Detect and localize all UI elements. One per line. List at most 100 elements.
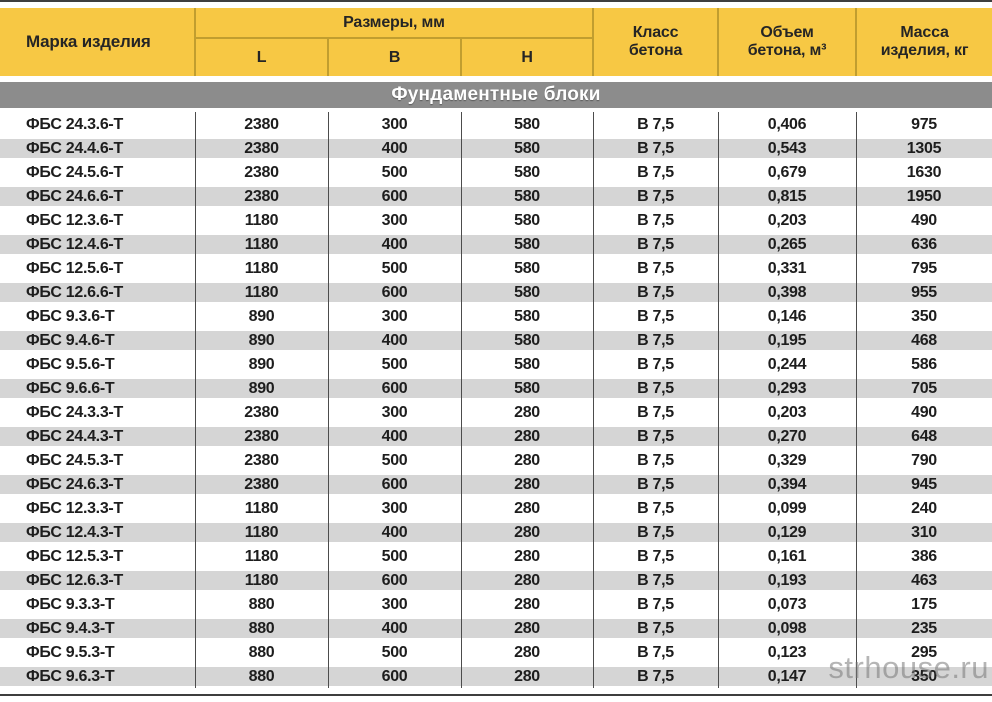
- cell-concrete-volume: 0,815: [718, 184, 856, 208]
- cell-length-l: 1180: [195, 496, 328, 520]
- cell-width-b: 300: [328, 112, 461, 136]
- cell-length-l: 890: [195, 304, 328, 328]
- cell-mass: 945: [856, 472, 992, 496]
- cell-concrete-volume: 0,123: [718, 640, 856, 664]
- cell-mark: ФБС 12.4.6-Т: [0, 232, 195, 256]
- cell-width-b: 500: [328, 640, 461, 664]
- table-row: ФБС 9.6.3-Т 880 600 280 В 7,5 0,147 350: [0, 664, 992, 688]
- cell-concrete-class: В 7,5: [593, 376, 718, 400]
- cell-length-l: 1180: [195, 256, 328, 280]
- cell-concrete-volume: 0,543: [718, 136, 856, 160]
- cell-mark: ФБС 12.5.6-Т: [0, 256, 195, 280]
- table-row: ФБС 12.3.6-Т 1180 300 580 В 7,5 0,203 490: [0, 208, 992, 232]
- cell-concrete-volume: 0,195: [718, 328, 856, 352]
- cell-mark: ФБС 9.3.6-Т: [0, 304, 195, 328]
- cell-concrete-volume: 0,394: [718, 472, 856, 496]
- cell-concrete-class: В 7,5: [593, 208, 718, 232]
- cell-height-h: 280: [461, 496, 593, 520]
- cell-concrete-class: В 7,5: [593, 568, 718, 592]
- table-row: ФБС 24.6.3-Т 2380 600 280 В 7,5 0,394 945: [0, 472, 992, 496]
- cell-concrete-volume: 0,161: [718, 544, 856, 568]
- cell-height-h: 280: [461, 472, 593, 496]
- cell-width-b: 400: [328, 520, 461, 544]
- cell-width-b: 300: [328, 208, 461, 232]
- cell-mass: 240: [856, 496, 992, 520]
- cell-height-h: 280: [461, 640, 593, 664]
- section-title-band: Фундаментные блоки: [0, 82, 992, 108]
- cell-concrete-class: В 7,5: [593, 256, 718, 280]
- table-row: ФБС 24.4.6-Т 2380 400 580 В 7,5 0,543 1305: [0, 136, 992, 160]
- cell-mark: ФБС 24.6.3-Т: [0, 472, 195, 496]
- cell-mark: ФБС 9.3.3-Т: [0, 592, 195, 616]
- cell-width-b: 600: [328, 376, 461, 400]
- cell-mark: ФБС 9.5.6-Т: [0, 352, 195, 376]
- cell-width-b: 600: [328, 184, 461, 208]
- column-divider: [461, 112, 462, 688]
- cell-width-b: 400: [328, 136, 461, 160]
- cell-concrete-volume: 0,270: [718, 424, 856, 448]
- cell-concrete-volume: 0,147: [718, 664, 856, 688]
- table-row: ФБС 24.5.6-Т 2380 500 580 В 7,5 0,679 1630: [0, 160, 992, 184]
- cell-concrete-volume: 0,193: [718, 568, 856, 592]
- cell-concrete-volume: 0,331: [718, 256, 856, 280]
- cell-concrete-class: В 7,5: [593, 112, 718, 136]
- header-cell-dimensions-group: Размеры, мм: [193, 7, 595, 39]
- cell-concrete-class: В 7,5: [593, 616, 718, 640]
- cell-mass: 795: [856, 256, 992, 280]
- cell-mark: ФБС 12.4.3-Т: [0, 520, 195, 544]
- cell-concrete-class: В 7,5: [593, 520, 718, 544]
- cell-mark: ФБС 24.4.3-Т: [0, 424, 195, 448]
- cell-concrete-class: В 7,5: [593, 448, 718, 472]
- cell-mark: ФБС 9.6.3-Т: [0, 664, 195, 688]
- cell-concrete-volume: 0,244: [718, 352, 856, 376]
- cell-mark: ФБС 9.4.3-Т: [0, 616, 195, 640]
- cell-concrete-class: В 7,5: [593, 328, 718, 352]
- cell-width-b: 400: [328, 424, 461, 448]
- table-row: ФБС 9.5.6-Т 890 500 580 В 7,5 0,244 586: [0, 352, 992, 376]
- cell-concrete-class: В 7,5: [593, 496, 718, 520]
- cell-length-l: 890: [195, 352, 328, 376]
- cell-concrete-volume: 0,146: [718, 304, 856, 328]
- cell-concrete-class: В 7,5: [593, 592, 718, 616]
- cell-width-b: 600: [328, 664, 461, 688]
- cell-mark: ФБС 9.5.3-Т: [0, 640, 195, 664]
- cell-length-l: 1180: [195, 280, 328, 304]
- cell-mass: 295: [856, 640, 992, 664]
- cell-mass: 586: [856, 352, 992, 376]
- cell-mass: 636: [856, 232, 992, 256]
- spec-table-body: ФБС 24.3.6-Т 2380 300 580 В 7,5 0,406 975 ФБС 2…: [0, 112, 992, 688]
- table-row: ФБС 24.5.3-Т 2380 500 280 В 7,5 0,329 790: [0, 448, 992, 472]
- cell-length-l: 880: [195, 592, 328, 616]
- table-row: ФБС 12.4.6-Т 1180 400 580 В 7,5 0,265 636: [0, 232, 992, 256]
- cell-concrete-volume: 0,329: [718, 448, 856, 472]
- cell-length-l: 2380: [195, 160, 328, 184]
- table-row: ФБС 9.6.6-Т 890 600 580 В 7,5 0,293 705: [0, 376, 992, 400]
- cell-mass: 955: [856, 280, 992, 304]
- table-row: ФБС 9.3.3-Т 880 300 280 В 7,5 0,073 175: [0, 592, 992, 616]
- cell-mark: ФБС 12.6.6-Т: [0, 280, 195, 304]
- cell-mass: 386: [856, 544, 992, 568]
- cell-height-h: 280: [461, 592, 593, 616]
- cell-width-b: 600: [328, 472, 461, 496]
- cell-mark: ФБС 9.4.6-Т: [0, 328, 195, 352]
- cell-width-b: 300: [328, 592, 461, 616]
- cell-concrete-class: В 7,5: [593, 544, 718, 568]
- cell-mass: 310: [856, 520, 992, 544]
- cell-width-b: 500: [328, 544, 461, 568]
- cell-mark: ФБС 24.3.6-Т: [0, 112, 195, 136]
- cell-height-h: 280: [461, 568, 593, 592]
- cell-mark: ФБС 24.5.6-Т: [0, 160, 195, 184]
- cell-mass: 1305: [856, 136, 992, 160]
- top-frame-line: [0, 0, 992, 2]
- cell-width-b: 400: [328, 328, 461, 352]
- cell-concrete-class: В 7,5: [593, 232, 718, 256]
- cell-concrete-class: В 7,5: [593, 304, 718, 328]
- cell-mark: ФБС 24.3.3-Т: [0, 400, 195, 424]
- spec-table: ФБС 24.3.6-Т 2380 300 580 В 7,5 0,406 975 ФБС 2…: [0, 112, 992, 688]
- column-divider: [195, 112, 196, 688]
- section-title: Фундаментные блоки: [391, 84, 601, 105]
- cell-mark: ФБС 12.5.3-Т: [0, 544, 195, 568]
- cell-concrete-volume: 0,293: [718, 376, 856, 400]
- cell-width-b: 300: [328, 496, 461, 520]
- cell-mass: 468: [856, 328, 992, 352]
